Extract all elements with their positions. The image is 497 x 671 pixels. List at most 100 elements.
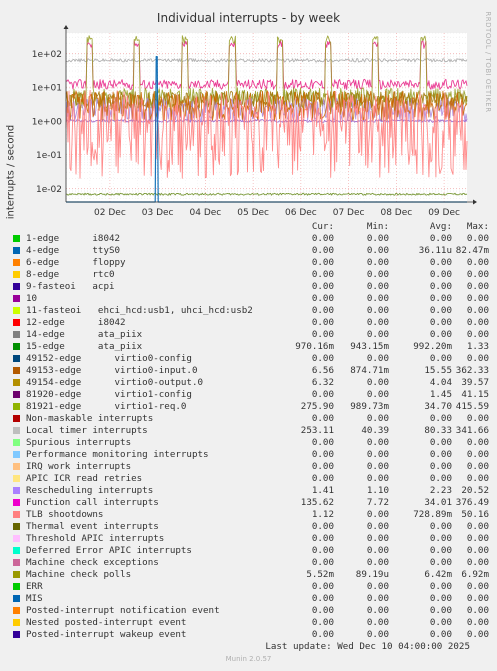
legend-cur-value: 0.00 [311, 353, 334, 364]
legend-row: 9-fasteoi acpi 0.00 0.00 0.00 0.00 [12, 281, 489, 293]
legend-min-value: 89.19u [355, 569, 389, 580]
legend-max-value: 0.00 [466, 233, 489, 244]
legend-max-value: 41.15 [461, 389, 489, 400]
chart-title: Individual interrupts - by week [156, 11, 341, 25]
legend-row: ERR 0.00 0.00 0.00 0.00 [12, 581, 489, 593]
legend-avg-value: 992.20m [413, 341, 452, 352]
legend-label: Nested posted-interrupt event [26, 617, 187, 628]
legend-min-value: 0.00 [366, 581, 389, 592]
legend-cur-value: 970.16m [295, 341, 334, 352]
legend-swatch [13, 259, 20, 266]
legend-max-value: 39.57 [461, 377, 489, 388]
legend-min-value: 0.00 [366, 293, 389, 304]
legend-avg-value: 728.89m [413, 509, 452, 520]
legend-min-value: 0.00 [366, 533, 389, 544]
legend-row: Thermal event interrupts 0.00 0.00 0.00 0.00 [12, 521, 489, 533]
series-line [65, 119, 468, 123]
legend-swatch [13, 631, 20, 638]
legend-swatch [13, 535, 20, 542]
legend-min-value: 0.00 [366, 461, 389, 472]
legend-avg-value: 0.00 [429, 269, 452, 280]
legend-min-value: 0.00 [366, 317, 389, 328]
legend-row: 11-fasteoi ehci_hcd:usb1, uhci_hcd:usb2 0… [12, 305, 489, 317]
legend-cur-value: 0.00 [311, 293, 334, 304]
legend-cur-value: 0.00 [311, 473, 334, 484]
legend-row: Performance monitoring interrupts 0.00 0.0… [12, 449, 489, 461]
legend-avg-value: 0.00 [429, 353, 452, 364]
legend-max-value: 0.00 [466, 605, 489, 616]
legend-max-value: 0.00 [466, 581, 489, 592]
x-tick-label: 03 Dec [142, 208, 174, 218]
legend-row: Rescheduling interrupts 1.41 1.10 2.23 20.52 [12, 485, 489, 497]
x-tick-label: 05 Dec [237, 208, 269, 218]
legend-max-value: 0.00 [466, 353, 489, 364]
legend-max-value: 0.00 [466, 521, 489, 532]
legend-max-value: 0.00 [466, 257, 489, 268]
x-tick-label: 08 Dec [380, 208, 412, 218]
legend-swatch [13, 475, 20, 482]
legend-row: IRQ work interrupts 0.00 0.00 0.00 0.00 [12, 461, 489, 473]
legend-label: Performance monitoring interrupts [26, 449, 209, 460]
legend-min-value: 0.00 [366, 245, 389, 256]
series-line [65, 58, 468, 63]
legend-label: 6-edge floppy [26, 257, 126, 268]
legend-avg-value: 0.00 [429, 581, 452, 592]
legend-avg-value: 0.00 [429, 293, 452, 304]
legend-min-value: 0.00 [366, 257, 389, 268]
legend-label: Machine check exceptions [26, 557, 159, 568]
legend-row: APIC ICR read retries 0.00 0.00 0.00 0.00 [12, 473, 489, 485]
legend-max-value: 0.00 [466, 293, 489, 304]
legend-max-value: 0.00 [466, 281, 489, 292]
legend-max-value: 362.33 [455, 365, 489, 376]
legend-label: 49152-edge virtio0-config [26, 353, 192, 364]
legend-cur-value: 6.32 [311, 377, 334, 388]
legend-avg-value: 0.00 [429, 545, 452, 556]
legend-max-value: 20.52 [461, 485, 489, 496]
legend-cur-value: 0.00 [311, 257, 334, 268]
legend-max-value: 0.00 [466, 413, 489, 424]
legend-min-value: 0.00 [366, 233, 389, 244]
legend-row: 81921-edge virtio1-req.0 275.90 989.73m 34.… [12, 401, 489, 413]
legend-swatch [13, 583, 20, 590]
y-tick-label: 1e-02 [36, 185, 62, 195]
legend-label: 10 [26, 293, 38, 304]
legend-avg-value: 0.00 [429, 533, 452, 544]
legend-avg-value: 0.00 [429, 305, 452, 316]
legend-max-value: 341.66 [455, 425, 489, 436]
legend-row: Deferred Error APIC interrupts 0.00 0.00 0.… [12, 545, 489, 557]
x-tick-label: 02 Dec [94, 208, 126, 218]
legend-cur-value: 0.00 [311, 461, 334, 472]
legend-min-value: 989.73m [350, 401, 389, 412]
series-line [66, 192, 468, 196]
legend-max-value: 0.00 [466, 557, 489, 568]
legend-label: Posted-interrupt wakeup event [26, 629, 187, 640]
legend-max-value: 0.00 [466, 449, 489, 460]
column-max: Max: [466, 221, 489, 232]
legend-label: IRQ work interrupts [26, 461, 132, 472]
legend-row: 4-edge ttyS0 0.00 0.00 36.11u 82.47m [12, 245, 489, 257]
column-cur: Cur: [311, 221, 334, 232]
legend-avg-value: 0.00 [429, 473, 452, 484]
legend-min-value: 0.00 [366, 413, 389, 424]
legend-cur-value: 0.00 [311, 317, 334, 328]
legend-label: APIC ICR read retries [26, 473, 143, 484]
y-tick-label: 1e+02 [32, 50, 62, 60]
legend-max-value: 0.00 [466, 437, 489, 448]
legend-label: 49153-edge virtio0-input.0 [26, 365, 198, 376]
legend-swatch [13, 511, 20, 518]
legend-swatch [13, 319, 20, 326]
legend-cur-value: 0.00 [311, 269, 334, 280]
y-tick-label: 1e+00 [32, 117, 63, 127]
legend-min-value: 943.15m [350, 341, 389, 352]
legend-min-value: 0.00 [366, 593, 389, 604]
legend-label: Machine check polls [26, 569, 132, 580]
legend-row: 49152-edge virtio0-config 0.00 0.00 0.00 0.0… [12, 353, 489, 365]
legend-label: 11-fasteoi ehci_hcd:usb1, uhci_hcd:usb2 [26, 305, 253, 316]
legend-avg-value: 0.00 [429, 413, 452, 424]
legend-label: 4-edge ttyS0 [26, 245, 121, 256]
x-tick-label: 07 Dec [333, 208, 365, 218]
legend-min-value: 0.00 [366, 389, 389, 400]
legend-swatch [13, 559, 20, 566]
legend-min-value: 0.00 [366, 353, 389, 364]
legend-swatch [13, 487, 20, 494]
